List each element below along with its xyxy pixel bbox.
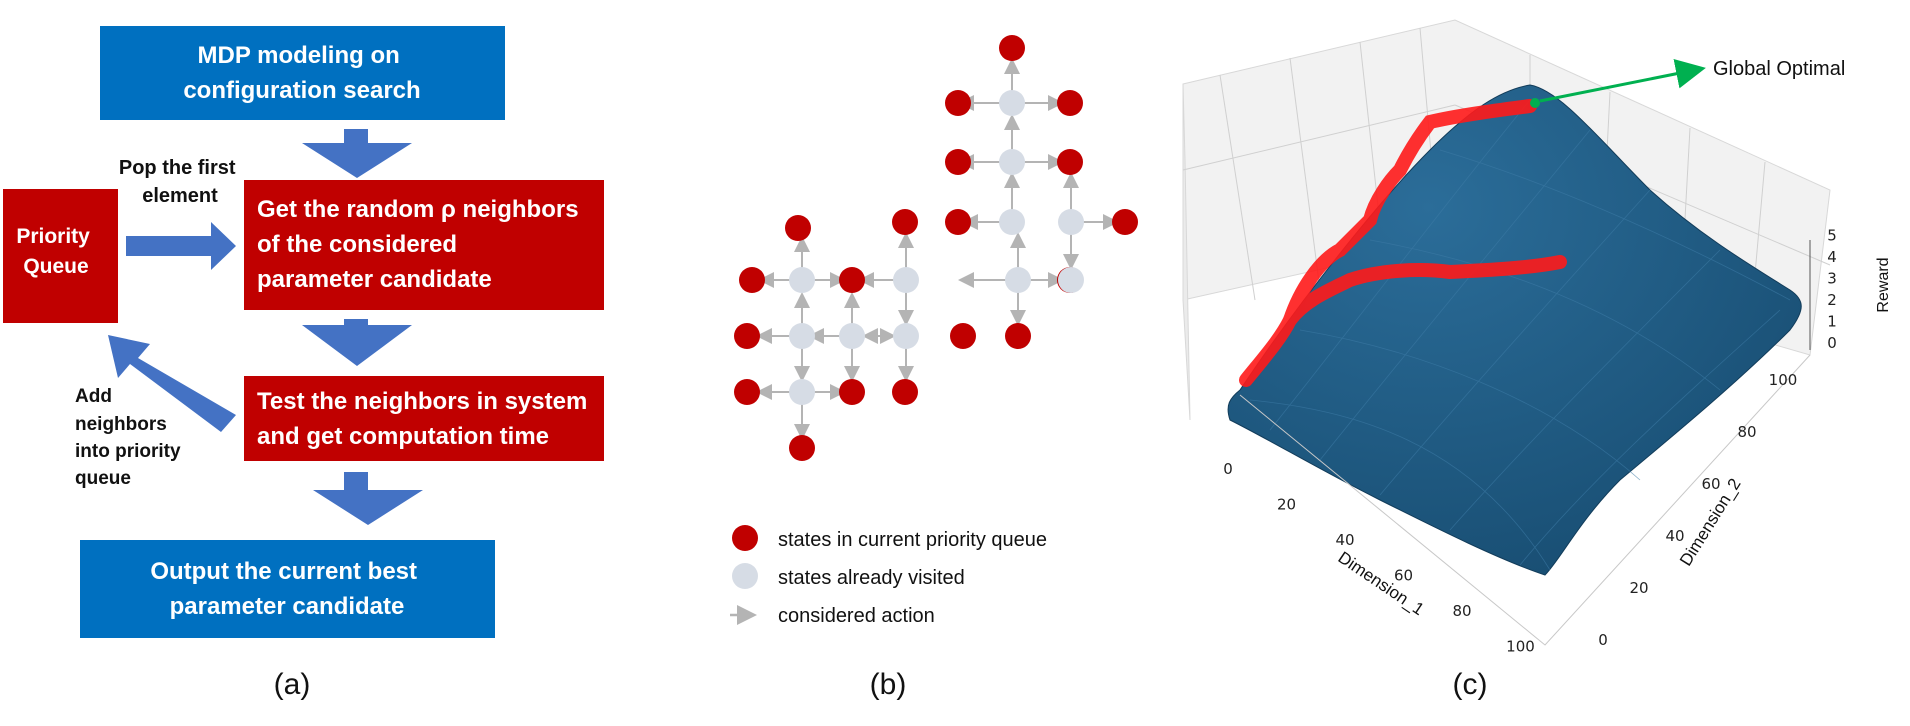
z-axis-label: Reward <box>1875 257 1892 312</box>
visited-state-node <box>999 90 1025 116</box>
search-paths <box>1239 99 1567 387</box>
output-text: Output the current best parameter candid… <box>150 558 423 620</box>
visited-state-node <box>893 267 919 293</box>
queue-state-node <box>945 90 971 116</box>
test-neighbors-box <box>244 376 604 461</box>
queue-state-node <box>950 323 976 349</box>
queue-state-node <box>892 379 918 405</box>
down-arrow-2 <box>302 319 412 366</box>
queue-state-node <box>789 435 815 461</box>
z-tick-label: 1 <box>1827 313 1837 331</box>
queue-state-node <box>739 267 765 293</box>
surface-mesh <box>1249 99 1791 571</box>
mdp-modeling-text: MDP modeling on configuration search <box>183 42 420 104</box>
x-axis-label: Dimension_1 <box>1335 548 1428 619</box>
queue-state-node <box>785 215 811 241</box>
queue-state-node <box>892 209 918 235</box>
x-tick-label: 40 <box>1335 531 1354 549</box>
panel-b-state-graph: states in current priority queue states … <box>730 35 1138 701</box>
search-path-lower <box>1239 255 1567 387</box>
legend: states in current priority queue states … <box>730 525 1047 627</box>
queue-state-node <box>734 323 760 349</box>
queue-state-node <box>945 209 971 235</box>
y-tick-label: 40 <box>1665 527 1684 545</box>
right-arrow-pop <box>126 222 236 270</box>
visited-state-node <box>893 323 919 349</box>
get-neighbors-box <box>244 180 604 310</box>
visited-state-node <box>999 149 1025 175</box>
queue-state-node <box>1057 90 1083 116</box>
x-axis-ticks: 0 20 40 60 80 100 <box>1223 460 1535 656</box>
x-tick-label: 0 <box>1223 460 1233 478</box>
visited-state-node <box>1058 209 1084 235</box>
visited-state-node <box>1005 267 1031 293</box>
y-tick-label: 20 <box>1629 579 1648 597</box>
caption-c: (c) <box>1453 668 1488 701</box>
visited-state-node <box>789 379 815 405</box>
test-neighbors-text: Test the neighbors in system and get com… <box>257 388 594 450</box>
z-tick-label: 5 <box>1827 227 1837 245</box>
down-arrow-3 <box>313 472 423 525</box>
x-tick-label: 20 <box>1277 496 1296 514</box>
z-tick-label: 3 <box>1827 270 1837 288</box>
action-arrows <box>756 58 1119 440</box>
visited-state-node <box>839 323 865 349</box>
add-neighbors-label: Add neighbors into priority queue <box>75 386 186 489</box>
legend-action-label: considered action <box>778 605 935 627</box>
queue-state-node <box>839 267 865 293</box>
left-pane <box>1182 83 1191 421</box>
global-optimal-point <box>1530 98 1540 108</box>
get-neighbors-text: Get the random ρ neighbors of the consid… <box>257 196 585 293</box>
legend-queue-label: states in current priority queue <box>778 529 1047 551</box>
z-tick-label: 4 <box>1827 248 1837 266</box>
mdp-modeling-box <box>100 26 505 120</box>
queue-state-node <box>734 379 760 405</box>
y-tick-label: 100 <box>1769 371 1798 389</box>
y-tick-label: 0 <box>1598 631 1608 649</box>
x-tick-label: 60 <box>1394 567 1413 585</box>
caption-b: (b) <box>870 668 907 701</box>
back-arrow-to-queue <box>108 335 236 432</box>
visited-state-node <box>789 267 815 293</box>
queue-state-node <box>1112 209 1138 235</box>
priority-queue-text: Priority Queue <box>16 225 95 278</box>
queue-state-node <box>1057 149 1083 175</box>
legend-queue-marker <box>732 525 758 551</box>
visited-state-node <box>999 209 1025 235</box>
visited-state-node <box>789 323 815 349</box>
panel-a-flowchart: MDP modeling on configuration search Pri… <box>3 26 604 701</box>
visited-state-node <box>1058 267 1084 293</box>
global-optimal-label: Global Optimal <box>1713 58 1845 80</box>
legend-visited-marker <box>732 563 758 589</box>
output-box <box>80 540 495 638</box>
z-tick-label: 0 <box>1827 334 1837 352</box>
global-optimal-arrow <box>1539 58 1706 103</box>
queue-state-node <box>999 35 1025 61</box>
queue-state-node <box>945 149 971 175</box>
caption-a: (a) <box>274 668 311 701</box>
y-tick-label: 80 <box>1737 423 1756 441</box>
down-arrow-1 <box>302 129 412 178</box>
x-tick-label: 100 <box>1506 638 1535 656</box>
floor-outline <box>1239 354 1811 646</box>
priority-queue-box <box>3 189 118 323</box>
x-tick-label: 80 <box>1452 602 1471 620</box>
panel-c-3d-surface: Global Optimal 0 1 2 3 4 5 Reward 0 20 40 60 80 10… <box>1182 19 1892 701</box>
queue-state-node <box>839 379 865 405</box>
z-tick-label: 2 <box>1827 291 1837 309</box>
search-path-upper <box>1283 99 1537 327</box>
z-axis-ticks: 0 1 2 3 4 5 <box>1827 227 1837 353</box>
y-axis-ticks: 0 20 40 60 80 100 <box>1598 371 1797 649</box>
state-nodes <box>734 35 1138 461</box>
queue-state-node <box>1005 323 1031 349</box>
y-tick-label: 60 <box>1701 475 1720 493</box>
legend-visited-label: states already visited <box>778 567 965 589</box>
pop-first-element-label: Pop the first element <box>119 157 241 207</box>
